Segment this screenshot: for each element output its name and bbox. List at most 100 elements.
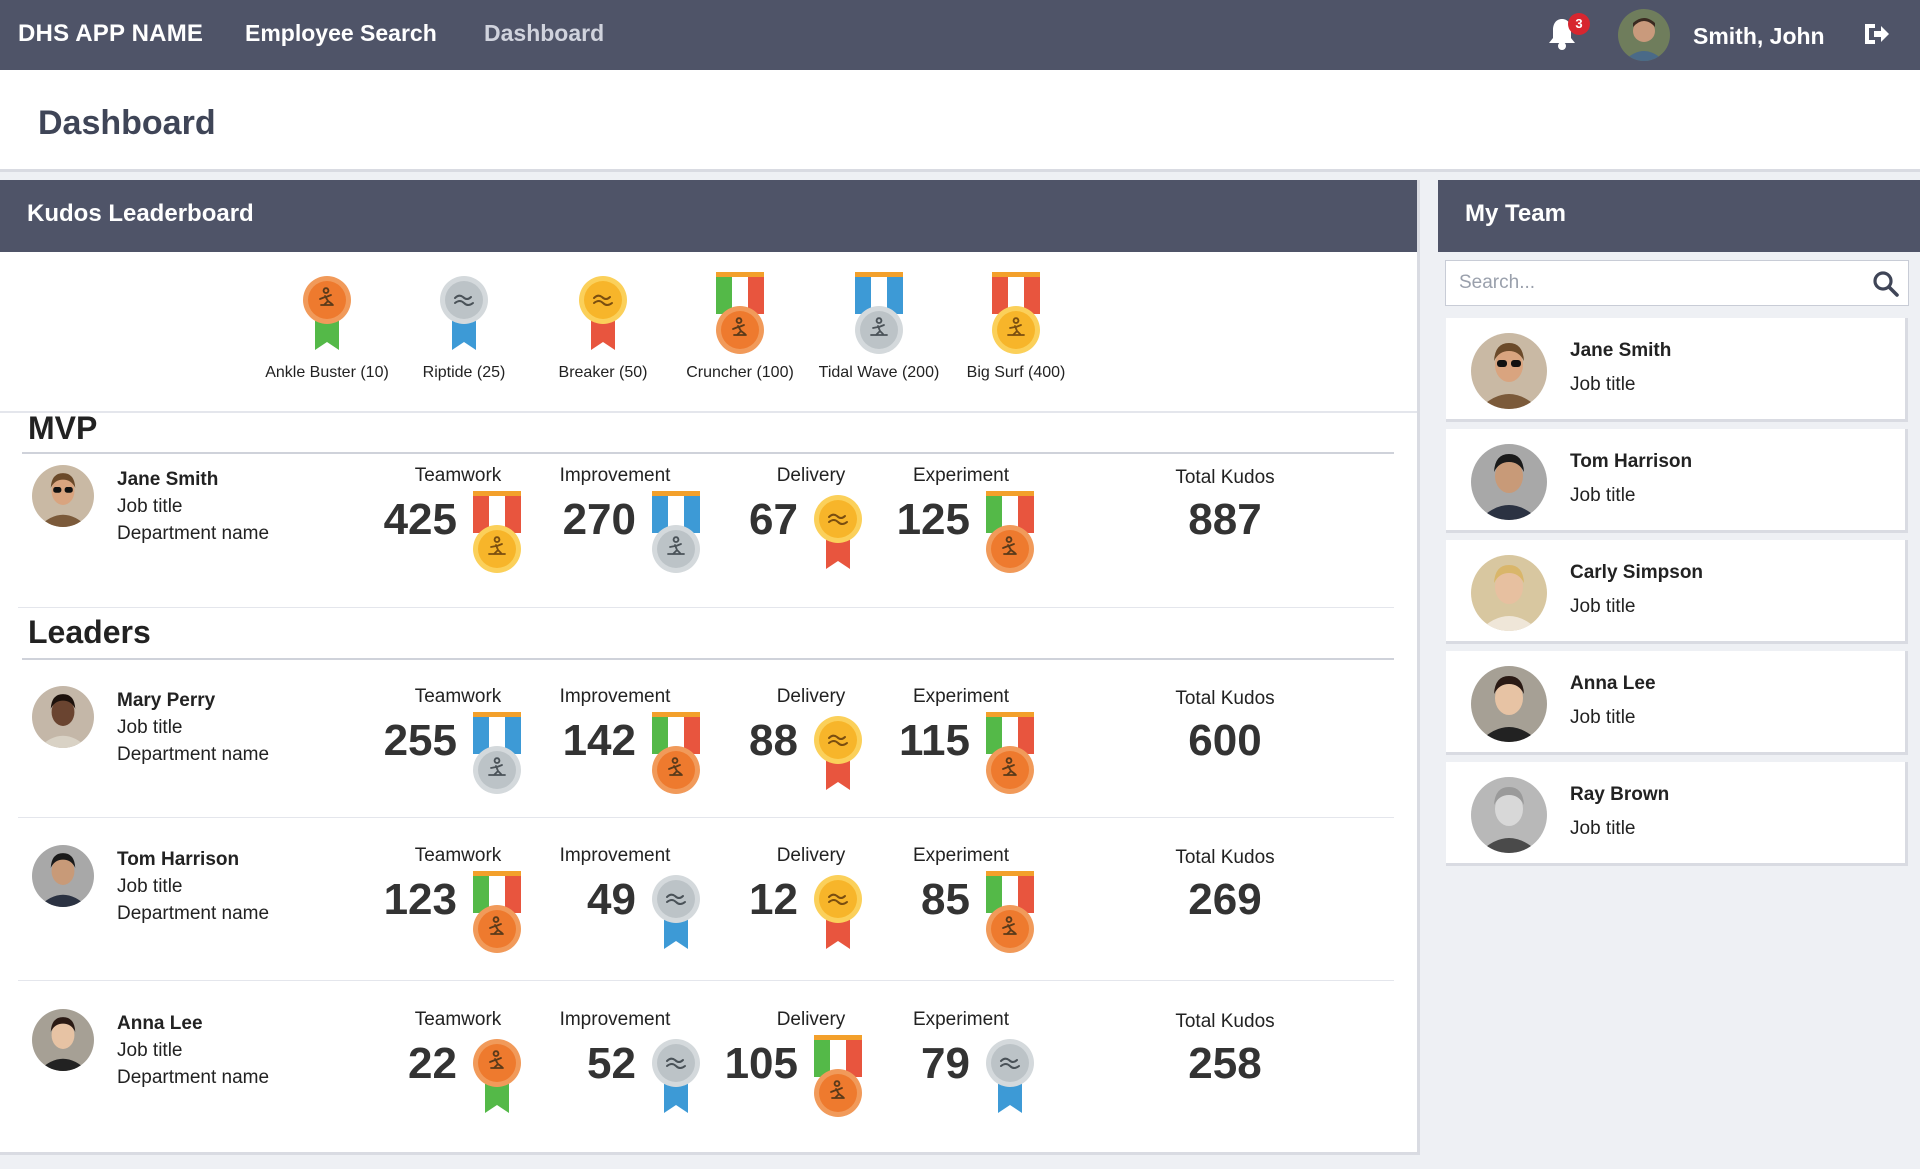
person-name[interactable]: Anna Lee bbox=[117, 1013, 203, 1034]
category-label: Improvement bbox=[559, 1009, 671, 1030]
category-label: Delivery bbox=[776, 686, 846, 707]
legend-label: Tidal Wave (200) bbox=[818, 364, 940, 381]
leader-row[interactable]: Jane Smith Job title Department name Teamwo… bbox=[0, 465, 1417, 615]
riptide-medal-icon bbox=[980, 1035, 1040, 1121]
member-job-title: Job title bbox=[1570, 596, 1636, 617]
total-kudos-value: 600 bbox=[1188, 716, 1262, 765]
leader-row[interactable]: Tom Harrison Job title Department name Team… bbox=[0, 845, 1417, 995]
ankle-buster-medal-icon bbox=[467, 1035, 527, 1121]
ankle-buster-medal-icon bbox=[292, 272, 362, 358]
app-name[interactable]: DHS APP NAME bbox=[18, 20, 204, 47]
nav-employee-search[interactable]: Employee Search bbox=[245, 20, 437, 46]
category-label: Teamwork bbox=[414, 845, 502, 866]
member-job-title: Job title bbox=[1570, 485, 1636, 506]
cruncher-medal-icon bbox=[467, 871, 527, 957]
member-job-title: Job title bbox=[1570, 818, 1636, 839]
category-score: 67 bbox=[749, 495, 798, 544]
cruncher-medal-icon bbox=[980, 871, 1040, 957]
department: Department name bbox=[117, 903, 270, 924]
legend-ankle-buster: Ankle Buster (10) bbox=[257, 272, 397, 381]
total-kudos-value: 887 bbox=[1188, 495, 1262, 544]
logout-icon[interactable] bbox=[1862, 21, 1890, 47]
total-kudos-label: Total Kudos bbox=[1175, 467, 1275, 488]
tidal-wave-medal-icon bbox=[646, 491, 706, 577]
avatar[interactable] bbox=[32, 1009, 94, 1071]
mvp-title: MVP bbox=[28, 410, 98, 446]
leader-row[interactable]: Anna Lee Job title Department name Teamwork… bbox=[0, 1009, 1417, 1159]
category-label: Teamwork bbox=[414, 1009, 502, 1030]
category-score: 85 bbox=[921, 875, 970, 924]
user-name[interactable]: Smith, John bbox=[1693, 23, 1825, 49]
page-header: Dashboard bbox=[0, 70, 1920, 172]
riptide-medal-icon bbox=[646, 1035, 706, 1121]
big-surf-medal-icon bbox=[467, 491, 527, 577]
category-score: 22 bbox=[408, 1039, 457, 1088]
category-score: 270 bbox=[562, 495, 636, 544]
legend-tidal-wave: Tidal Wave (200) bbox=[809, 272, 949, 381]
category-score: 49 bbox=[587, 875, 636, 924]
search-input[interactable] bbox=[1446, 261, 1846, 305]
breaker-medal-icon bbox=[808, 491, 868, 577]
total-kudos-label: Total Kudos bbox=[1175, 847, 1275, 868]
job-title: Job title bbox=[117, 496, 183, 517]
team-search bbox=[1445, 260, 1909, 306]
avatar bbox=[1471, 777, 1547, 853]
search-icon[interactable] bbox=[1872, 270, 1900, 298]
legend-label: Ankle Buster (10) bbox=[265, 364, 389, 381]
leader-row[interactable]: Mary Perry Job title Department name Teamwo… bbox=[0, 686, 1417, 836]
cruncher-medal-icon bbox=[705, 272, 775, 358]
avatar bbox=[1471, 333, 1547, 409]
team-member-card[interactable]: Carly Simpson Job title bbox=[1446, 540, 1908, 644]
riptide-medal-icon bbox=[429, 272, 499, 358]
category-label: Teamwork bbox=[414, 686, 502, 707]
avatar[interactable] bbox=[32, 845, 94, 907]
avatar bbox=[1471, 666, 1547, 742]
team-member-card[interactable]: Anna Lee Job title bbox=[1446, 651, 1908, 755]
job-title: Job title bbox=[117, 876, 183, 897]
divider bbox=[22, 658, 1394, 660]
user-avatar[interactable] bbox=[1618, 9, 1670, 61]
nav-dashboard[interactable]: Dashboard bbox=[484, 20, 605, 46]
category-label: Delivery bbox=[776, 845, 846, 866]
category-score: 115 bbox=[899, 716, 970, 765]
person-name[interactable]: Tom Harrison bbox=[117, 849, 240, 870]
person-name[interactable]: Jane Smith bbox=[117, 469, 219, 490]
my-team-panel: My Team Jane Smith Job title Tom Harrison J… bbox=[1438, 180, 1920, 880]
team-member-card[interactable]: Ray Brown Job title bbox=[1446, 762, 1908, 866]
category-score: 125 bbox=[896, 495, 970, 544]
leaders-title: Leaders bbox=[28, 614, 151, 650]
category-score: 52 bbox=[587, 1039, 636, 1088]
category-label: Delivery bbox=[776, 1009, 846, 1030]
divider bbox=[18, 980, 1394, 981]
avatar[interactable] bbox=[32, 465, 94, 527]
member-name: Tom Harrison bbox=[1570, 451, 1693, 472]
kudos-leaderboard-panel: Kudos Leaderboard Ankle Buster (10) Ript… bbox=[0, 180, 1420, 1155]
team-member-card[interactable]: Jane Smith Job title bbox=[1446, 318, 1908, 422]
person-name[interactable]: Mary Perry bbox=[117, 690, 216, 711]
total-kudos-value: 258 bbox=[1188, 1039, 1262, 1088]
category-label: Improvement bbox=[559, 845, 671, 866]
team-member-card[interactable]: Tom Harrison Job title bbox=[1446, 429, 1908, 533]
department: Department name bbox=[117, 744, 270, 765]
legend-big-surf: Big Surf (400) bbox=[946, 272, 1086, 381]
total-kudos-label: Total Kudos bbox=[1175, 688, 1275, 709]
my-team-title: My Team bbox=[1438, 180, 1920, 252]
notification-badge: 3 bbox=[1568, 13, 1590, 35]
avatar[interactable] bbox=[32, 686, 94, 748]
category-score: 255 bbox=[383, 716, 457, 765]
avatar bbox=[1471, 555, 1547, 631]
top-nav: DHS APP NAME Employee Search Dashboard 3… bbox=[0, 0, 1920, 70]
category-label: Delivery bbox=[776, 465, 846, 486]
category-label: Teamwork bbox=[414, 465, 502, 486]
cruncher-medal-icon bbox=[646, 712, 706, 798]
breaker-medal-icon bbox=[568, 272, 638, 358]
cruncher-medal-icon bbox=[980, 491, 1040, 577]
member-name: Anna Lee bbox=[1570, 673, 1656, 694]
big-surf-medal-icon bbox=[981, 272, 1051, 358]
legend-breaker: Breaker (50) bbox=[533, 272, 673, 381]
breaker-medal-icon bbox=[808, 871, 868, 957]
category-score: 123 bbox=[383, 875, 457, 924]
cruncher-medal-icon bbox=[808, 1035, 868, 1121]
member-job-title: Job title bbox=[1570, 707, 1636, 728]
riptide-medal-icon bbox=[646, 871, 706, 957]
